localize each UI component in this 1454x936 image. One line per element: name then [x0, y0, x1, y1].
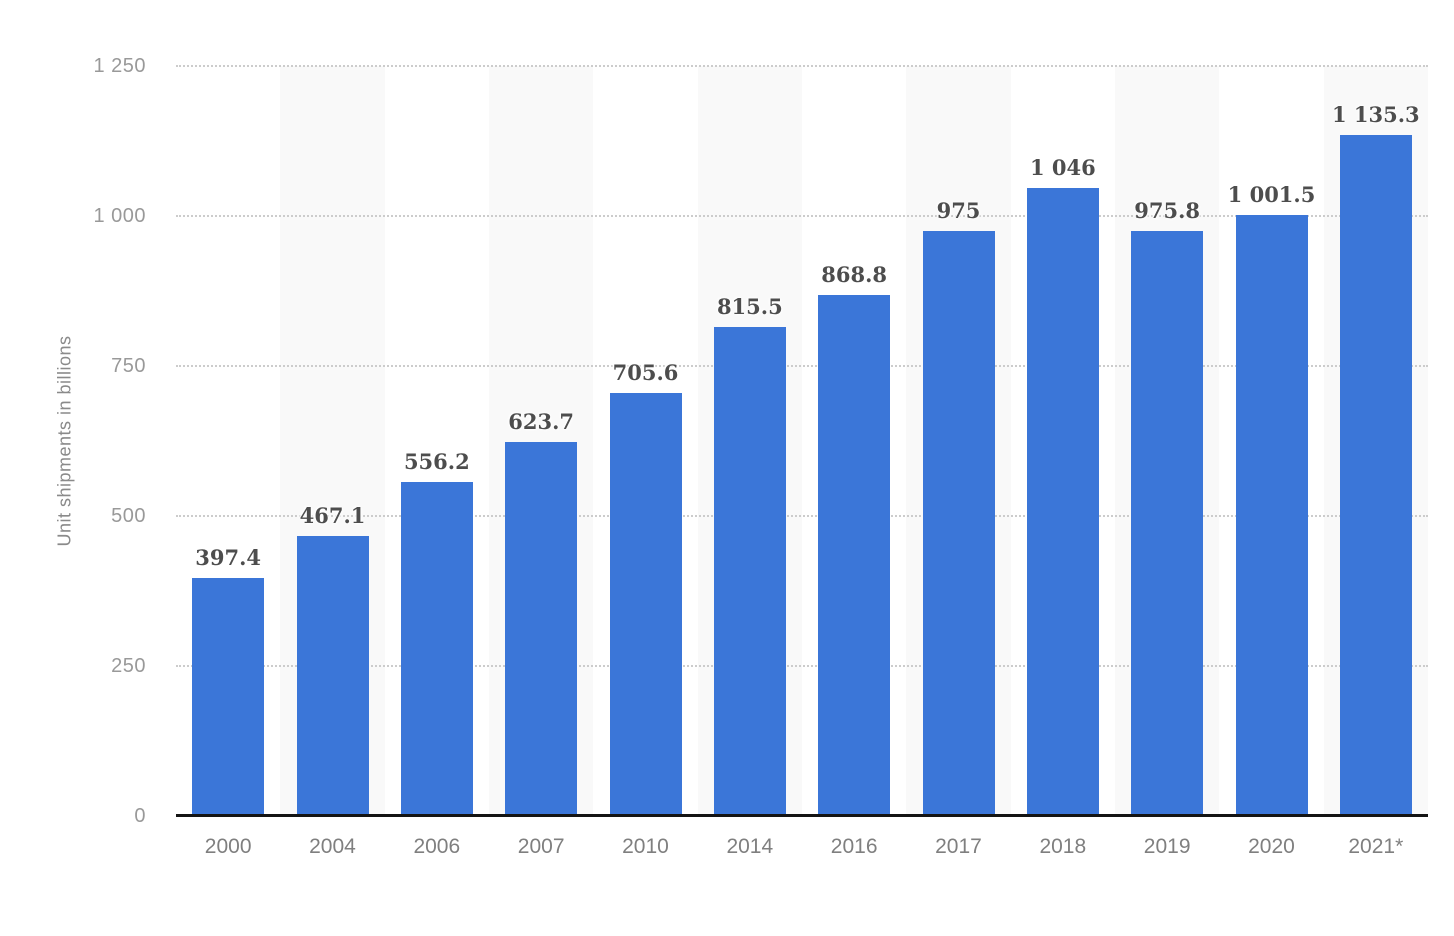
bar[interactable]: [400, 482, 473, 816]
x-tick-label: 2007: [517, 835, 565, 858]
bar[interactable]: [922, 231, 995, 816]
bar-value-label: 868.8: [821, 261, 888, 287]
x-tick-label: 2019: [1143, 835, 1191, 858]
bar[interactable]: [713, 326, 786, 816]
x-axis-line: [176, 814, 1428, 817]
x-tick-label: 2004: [309, 835, 356, 858]
x-tick-label: 2021*: [1348, 835, 1404, 858]
bar-value-label: 815.5: [716, 293, 783, 319]
y-tick-label: 1 250: [93, 55, 146, 77]
bar[interactable]: [1339, 134, 1412, 816]
x-tick-label: 2006: [413, 835, 461, 858]
bar[interactable]: [192, 577, 265, 816]
x-tick-label: 2010: [622, 835, 669, 858]
bar-value-label: 1 046: [1029, 155, 1096, 181]
x-tick-label: 2014: [726, 835, 774, 858]
bar-value-label: 705.6: [612, 359, 679, 385]
bar[interactable]: [505, 441, 578, 816]
x-tick-label: 2016: [830, 835, 878, 858]
y-tick-label: 500: [111, 505, 146, 527]
bar[interactable]: [1131, 230, 1204, 816]
bar-value-label: 975: [936, 198, 981, 223]
bar[interactable]: [296, 535, 369, 816]
bar-value-label: 556.2: [403, 449, 470, 475]
bar-value-label: 467.1: [299, 502, 366, 528]
y-tick-label: 250: [111, 655, 146, 677]
x-tick-label: 2000: [204, 835, 252, 858]
gridline: [176, 215, 1428, 217]
gridline: [176, 515, 1428, 517]
bar-value-label: 623.7: [508, 408, 575, 434]
x-tick-label: 2017: [935, 835, 982, 858]
y-tick-label: 0: [134, 805, 146, 827]
bar-value-label: 975.8: [1134, 197, 1201, 223]
bar-value-label: 1 001.5: [1227, 182, 1316, 208]
bar[interactable]: [1235, 215, 1308, 816]
bar[interactable]: [1026, 188, 1099, 816]
y-tick-label: 1 000: [93, 205, 146, 227]
bar[interactable]: [609, 392, 682, 816]
bar[interactable]: [818, 294, 891, 816]
x-tick-label: 2020: [1248, 835, 1295, 858]
x-tick-label: 2018: [1039, 835, 1087, 858]
y-tick-label: 750: [111, 355, 146, 377]
gridline: [176, 665, 1428, 667]
gridline: [176, 365, 1428, 367]
gridline: [176, 65, 1428, 67]
bar-value-label: 1 135.3: [1331, 101, 1420, 127]
bar-value-label: 397.4: [195, 544, 262, 570]
